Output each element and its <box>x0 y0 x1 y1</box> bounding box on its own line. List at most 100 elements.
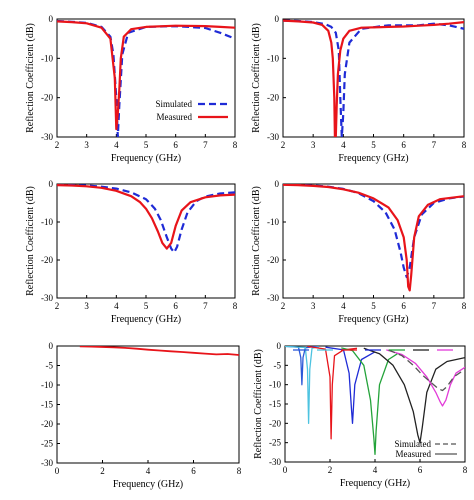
x-tick-label: 4 <box>146 466 151 476</box>
legend-label: Simulated <box>156 99 193 109</box>
x-tick-label: 5 <box>144 301 149 311</box>
x-tick-label: 8 <box>463 465 468 475</box>
x-tick-label: 6 <box>191 466 196 476</box>
y-tick-label: -20 <box>267 255 279 265</box>
chart-panel-6: 0 2 4 6 8 0 -5 -10 -15 -20 -25 -30 Frequency (GHz) Re… <box>253 341 468 489</box>
x-tick-label: 7 <box>203 301 208 311</box>
y-tick-label: -30 <box>41 132 53 142</box>
series-line-2 <box>57 20 235 131</box>
x-tick-label: 8 <box>462 301 467 311</box>
y-tick-label: -30 <box>41 293 53 303</box>
plot-frame <box>56 183 236 299</box>
series-line-5 <box>341 347 398 455</box>
x-tick-label: 5 <box>371 301 376 311</box>
x-tick-label: 4 <box>341 301 346 311</box>
x-tick-label: 8 <box>237 466 242 476</box>
x-tick-label: 4 <box>114 140 119 150</box>
x-tick-label: 2 <box>281 301 286 311</box>
x-tick-label: 7 <box>203 140 208 150</box>
x-tick-label: 6 <box>418 465 423 475</box>
series-line-2 <box>283 19 464 137</box>
x-tick-label: 2 <box>100 466 105 476</box>
y-tick-label: -20 <box>41 93 53 103</box>
x-tick-label: 4 <box>114 301 119 311</box>
y-tick-label: -20 <box>41 419 53 429</box>
x-tick-label: 6 <box>173 301 178 311</box>
series-line-1 <box>79 346 239 356</box>
y-tick-label: -15 <box>41 400 53 410</box>
y-tick-label: 0 <box>49 179 54 189</box>
y-tick-label: -30 <box>267 132 279 142</box>
y-tick-label: -10 <box>41 53 53 63</box>
y-tick-label: -20 <box>267 93 279 103</box>
y-tick-label: -10 <box>269 380 281 390</box>
y-tick-label: -10 <box>41 380 53 390</box>
y-tick-label: -10 <box>267 217 279 227</box>
plot-frame <box>56 345 240 464</box>
x-tick-label: 6 <box>401 301 406 311</box>
x-tick-label: 2 <box>281 140 286 150</box>
y-tick-label: 0 <box>49 341 54 351</box>
series-line-2 <box>283 184 464 292</box>
x-tick-label: 2 <box>328 465 333 475</box>
y-tick-label: -10 <box>41 217 53 227</box>
legend-label: Simulated <box>395 439 432 449</box>
x-axis-label: Frequency (GHz) <box>338 314 408 325</box>
x-tick-label: 7 <box>432 301 437 311</box>
x-tick-label: 3 <box>311 301 316 311</box>
y-tick-label: 0 <box>275 179 280 189</box>
series-line-1 <box>283 184 464 279</box>
y-axis-label: Reflection Coefficient (dB) <box>251 186 262 296</box>
x-tick-label: 8 <box>462 140 467 150</box>
y-tick-label: -30 <box>269 457 281 467</box>
series-line-1 <box>283 19 464 137</box>
y-tick-label: -20 <box>41 255 53 265</box>
y-tick-label: -25 <box>269 438 281 448</box>
y-tick-label: -10 <box>267 53 279 63</box>
series-line-4 <box>325 346 376 424</box>
plot-frame <box>282 18 465 138</box>
y-axis-label: Reflection Coefficient (dB) <box>25 23 36 133</box>
x-tick-label: 4 <box>341 140 346 150</box>
x-tick-label: 2 <box>55 140 60 150</box>
x-tick-label: 4 <box>373 465 378 475</box>
legend-label: Measured <box>157 112 193 122</box>
series-line-1 <box>285 346 319 386</box>
chart-panel-4: 2 3 4 5 6 7 8 0 -10 -20 -30 Frequency (GHz) Reflecti… <box>251 179 467 325</box>
x-tick-label: 7 <box>432 140 437 150</box>
chart-panel-1: 2 3 4 5 6 7 8 0 -10 -20 -30 Frequency (GHz) Reflecti… <box>25 14 238 164</box>
plot-frame <box>56 18 236 138</box>
x-tick-label: 6 <box>173 140 178 150</box>
legend-label: Measured <box>396 449 432 459</box>
y-tick-label: -30 <box>267 293 279 303</box>
y-tick-label: 0 <box>277 341 282 351</box>
y-tick-label: -20 <box>269 418 281 428</box>
chart-panel-5: 0 2 4 6 8 0 -5 -10 -15 -20 -25 -30 Frequency (GHz) <box>41 341 242 490</box>
x-tick-label: 2 <box>55 301 60 311</box>
x-tick-label: 5 <box>144 140 149 150</box>
x-tick-label: 3 <box>311 140 316 150</box>
chart-panel-3: 2 3 4 5 6 7 8 0 -10 -20 -30 Frequency (GHz) Reflecti… <box>25 179 238 325</box>
y-tick-label: -15 <box>269 399 281 409</box>
x-tick-label: 5 <box>371 140 376 150</box>
series-line-8 <box>388 349 465 392</box>
series-line-2 <box>285 346 319 424</box>
x-tick-label: 8 <box>233 301 238 311</box>
x-tick-label: 3 <box>84 140 89 150</box>
series-line-3 <box>307 346 358 440</box>
x-axis-label: Frequency (GHz) <box>338 153 408 164</box>
y-tick-label: 0 <box>49 14 54 24</box>
x-axis-label: Frequency (GHz) <box>340 478 410 489</box>
x-axis-label: Frequency (GHz) <box>111 314 181 325</box>
series-line-2 <box>57 184 235 250</box>
x-tick-label: 6 <box>401 140 406 150</box>
x-axis-label: Frequency (GHz) <box>111 153 181 164</box>
y-tick-label: 0 <box>275 14 280 24</box>
y-tick-label: -25 <box>41 439 53 449</box>
chart-panel-2: 2 3 4 5 6 7 8 0 -10 -20 -30 Frequency (GHz) Reflecti… <box>251 14 467 164</box>
y-tick-label: -30 <box>41 458 53 468</box>
y-axis-label: Reflection Coefficient (dB) <box>253 349 264 459</box>
x-tick-label: 3 <box>84 301 89 311</box>
y-tick-label: -5 <box>274 360 282 370</box>
